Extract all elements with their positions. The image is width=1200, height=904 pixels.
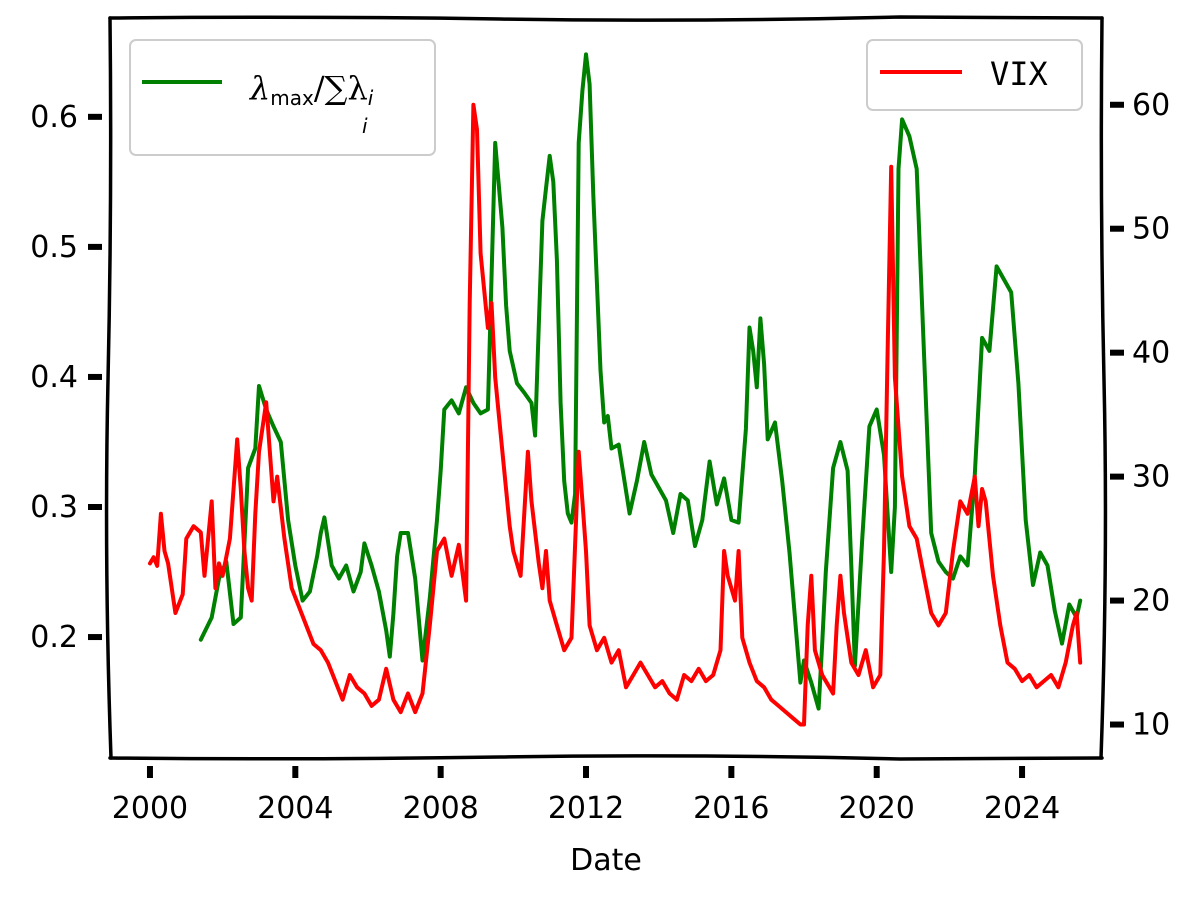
x-tick-label: 2016 xyxy=(693,791,769,826)
x-tick-label: 2020 xyxy=(839,791,915,826)
series-line-vix xyxy=(148,102,1083,727)
x-tick-label: 2008 xyxy=(402,791,478,826)
series-line-lambda_ratio xyxy=(198,52,1083,711)
x-tick-label: 2012 xyxy=(548,791,624,826)
frame-bottom xyxy=(108,754,1104,761)
y-left-tick-label: 0.6 xyxy=(30,100,78,135)
legend-lambda: λmax/∑λi i xyxy=(129,39,436,156)
x-tick-label: 2024 xyxy=(984,791,1060,826)
legend-lambda-label: λmax/∑λi xyxy=(248,69,374,110)
x-axis-title: Date xyxy=(570,843,642,878)
legend-lambda-box xyxy=(129,39,436,156)
y-right-tick-label: 30 xyxy=(1132,460,1170,495)
y-axis-right: 10 20 30 40 50 60 xyxy=(1110,88,1170,743)
x-axis: 2000 2004 2008 2012 2016 2020 2024 xyxy=(112,766,1060,826)
y-right-tick-label: 50 xyxy=(1132,212,1170,247)
frame-left xyxy=(104,16,113,760)
y-axis-left: 0.2 0.3 0.4 0.5 0.6 xyxy=(30,100,102,655)
y-left-tick-label: 0.4 xyxy=(30,360,78,395)
y-right-tick-label: 40 xyxy=(1132,336,1170,371)
y-left-tick-label: 0.3 xyxy=(30,490,78,525)
frame-right xyxy=(1099,16,1108,760)
y-left-tick-label: 0.2 xyxy=(30,620,78,655)
plot-frame xyxy=(104,15,1108,761)
y-right-tick-label: 10 xyxy=(1132,708,1170,743)
legend-lambda-sum-index: i xyxy=(362,114,368,138)
legend-vix-box xyxy=(866,39,1083,111)
series-layer xyxy=(148,52,1083,727)
y-right-tick-label: 60 xyxy=(1132,88,1170,123)
y-left-tick-label: 0.5 xyxy=(30,230,78,265)
frame-top xyxy=(108,15,1104,22)
legend-vix-label: VIX xyxy=(990,55,1048,93)
y-right-tick-label: 20 xyxy=(1132,584,1170,619)
legend-vix: VIX xyxy=(866,39,1083,111)
x-tick-label: 2000 xyxy=(112,791,188,826)
x-tick-label: 2004 xyxy=(257,791,333,826)
